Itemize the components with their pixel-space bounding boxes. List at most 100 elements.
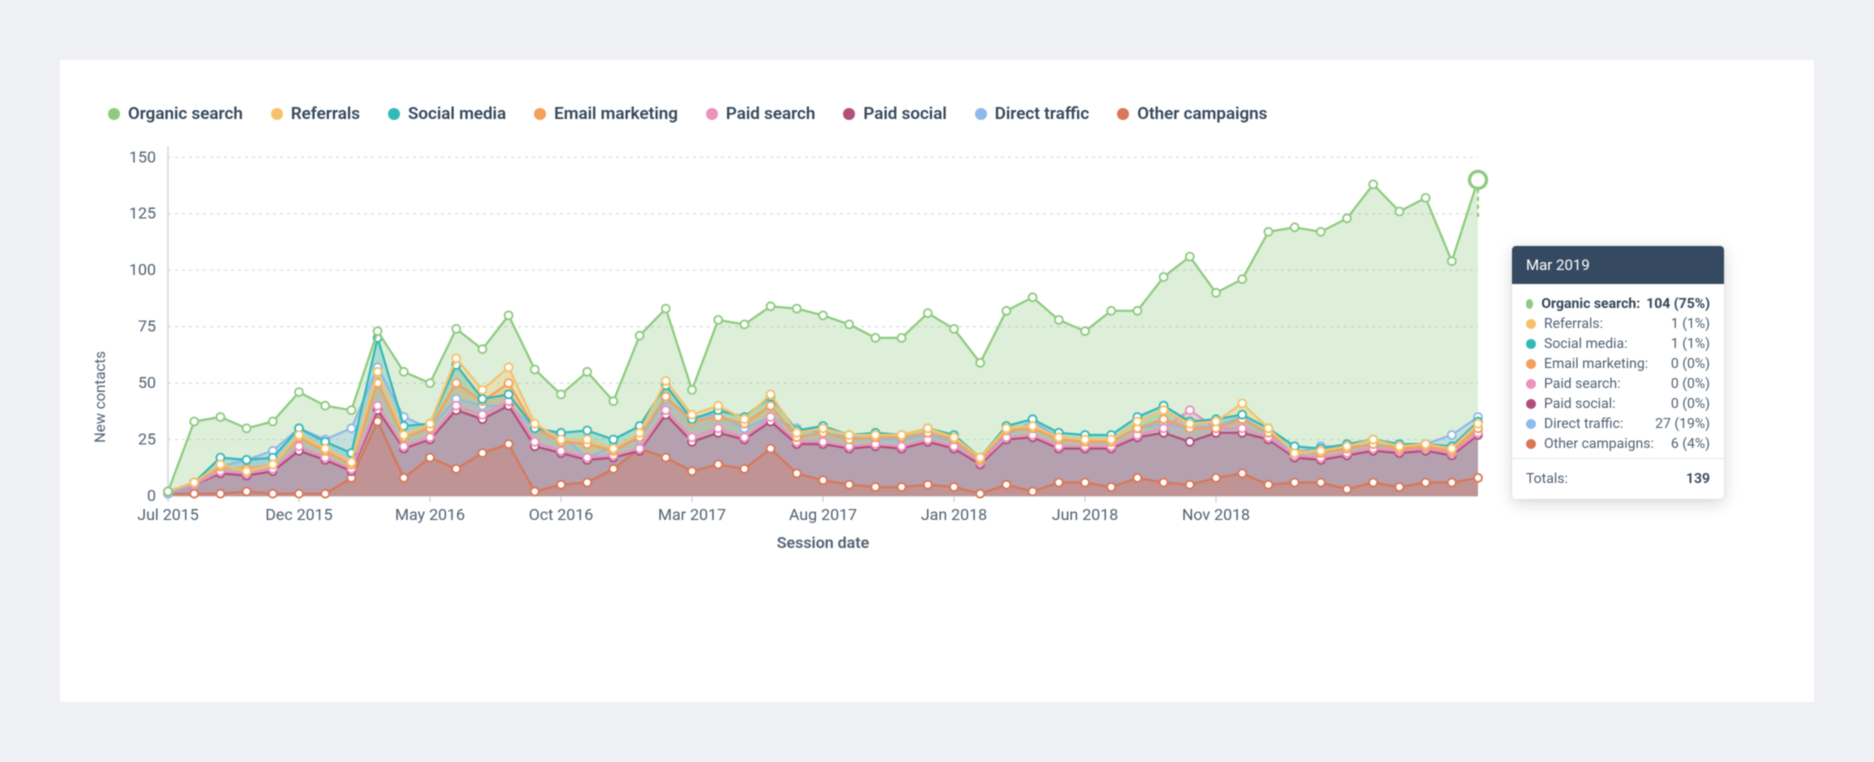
data-point[interactable]	[190, 479, 198, 487]
data-point[interactable]	[452, 402, 460, 410]
data-point[interactable]	[1133, 418, 1141, 426]
data-point[interactable]	[374, 368, 382, 376]
data-point[interactable]	[688, 433, 696, 441]
data-point[interactable]	[583, 479, 591, 487]
data-point[interactable]	[976, 359, 984, 367]
data-point[interactable]	[845, 320, 853, 328]
data-point[interactable]	[531, 488, 539, 496]
data-point[interactable]	[190, 490, 198, 498]
data-point[interactable]	[924, 424, 932, 432]
data-point[interactable]	[243, 467, 251, 475]
data-point[interactable]	[819, 424, 827, 432]
data-point[interactable]	[505, 363, 513, 371]
data-point[interactable]	[1317, 447, 1325, 455]
data-point[interactable]	[531, 366, 539, 374]
data-point[interactable]	[662, 406, 670, 414]
data-point[interactable]	[898, 483, 906, 491]
data-point[interactable]	[924, 481, 932, 489]
data-point[interactable]	[426, 379, 434, 387]
legend-item-social-media[interactable]: Social media	[388, 104, 506, 124]
data-point[interactable]	[714, 316, 722, 324]
data-point[interactable]	[1395, 483, 1403, 491]
data-point[interactable]	[1264, 424, 1272, 432]
data-point[interactable]	[164, 488, 172, 496]
data-point[interactable]	[1029, 488, 1037, 496]
data-point[interactable]	[269, 460, 277, 468]
data-point[interactable]	[400, 431, 408, 439]
data-point[interactable]	[898, 431, 906, 439]
data-point[interactable]	[505, 311, 513, 319]
data-point[interactable]	[531, 438, 539, 446]
data-point[interactable]	[295, 490, 303, 498]
data-point[interactable]	[1395, 442, 1403, 450]
data-point[interactable]	[1055, 433, 1063, 441]
data-point[interactable]	[793, 305, 801, 313]
data-point[interactable]	[819, 476, 827, 484]
data-point[interactable]	[1081, 479, 1089, 487]
data-point[interactable]	[767, 390, 775, 398]
data-point[interactable]	[1029, 293, 1037, 301]
data-point[interactable]	[243, 488, 251, 496]
data-point[interactable]	[793, 469, 801, 477]
data-point[interactable]	[452, 379, 460, 387]
data-point[interactable]	[243, 424, 251, 432]
data-point[interactable]	[714, 402, 722, 410]
data-point[interactable]	[190, 418, 198, 426]
data-point[interactable]	[1343, 485, 1351, 493]
data-point[interactable]	[1317, 479, 1325, 487]
data-point[interactable]	[583, 436, 591, 444]
data-point[interactable]	[426, 454, 434, 462]
data-point[interactable]	[688, 411, 696, 419]
data-point[interactable]	[1369, 180, 1377, 188]
data-point[interactable]	[583, 368, 591, 376]
data-point[interactable]	[1055, 479, 1063, 487]
data-point[interactable]	[374, 327, 382, 335]
data-point[interactable]	[1395, 208, 1403, 216]
data-point[interactable]	[1160, 479, 1168, 487]
data-point[interactable]	[636, 429, 644, 437]
data-point[interactable]	[898, 334, 906, 342]
legend-item-direct-traffic[interactable]: Direct traffic	[975, 104, 1089, 124]
legend-item-referrals[interactable]: Referrals	[271, 104, 360, 124]
data-point[interactable]	[1107, 436, 1115, 444]
data-point[interactable]	[609, 465, 617, 473]
data-point[interactable]	[871, 431, 879, 439]
data-point[interactable]	[1160, 415, 1168, 423]
data-point[interactable]	[295, 442, 303, 450]
data-point[interactable]	[950, 433, 958, 441]
data-point[interactable]	[1448, 257, 1456, 265]
data-point[interactable]	[321, 402, 329, 410]
data-point[interactable]	[478, 411, 486, 419]
data-point[interactable]	[819, 311, 827, 319]
data-point[interactable]	[1107, 483, 1115, 491]
data-point[interactable]	[819, 438, 827, 446]
data-point[interactable]	[1081, 436, 1089, 444]
data-point[interactable]	[557, 436, 565, 444]
data-point[interactable]	[793, 429, 801, 437]
data-point[interactable]	[1002, 307, 1010, 315]
data-point[interactable]	[478, 345, 486, 353]
data-point[interactable]	[505, 390, 513, 398]
data-point[interactable]	[1422, 440, 1430, 448]
data-point[interactable]	[1474, 474, 1482, 482]
data-point[interactable]	[452, 354, 460, 362]
data-point[interactable]	[1369, 436, 1377, 444]
legend-item-organic-search[interactable]: Organic search	[108, 104, 243, 124]
legend-item-paid-search[interactable]: Paid search	[706, 104, 816, 124]
data-point[interactable]	[1369, 479, 1377, 487]
data-point[interactable]	[767, 445, 775, 453]
data-point[interactable]	[1107, 307, 1115, 315]
data-point[interactable]	[269, 490, 277, 498]
data-point[interactable]	[1474, 420, 1482, 428]
data-point[interactable]	[662, 377, 670, 385]
data-point[interactable]	[1186, 406, 1194, 414]
data-point[interactable]	[295, 431, 303, 439]
data-point[interactable]	[636, 445, 644, 453]
legend-item-paid-social[interactable]: Paid social	[843, 104, 946, 124]
data-point[interactable]	[950, 325, 958, 333]
data-point[interactable]	[1186, 481, 1194, 489]
data-point[interactable]	[400, 368, 408, 376]
data-point[interactable]	[505, 379, 513, 387]
data-point[interactable]	[216, 460, 224, 468]
data-point[interactable]	[1186, 420, 1194, 428]
